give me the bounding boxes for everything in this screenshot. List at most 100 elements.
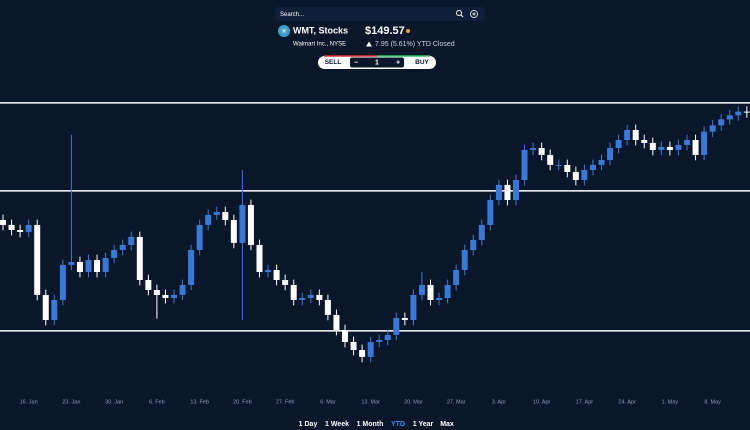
watch-star[interactable] xyxy=(406,29,410,33)
candle-body xyxy=(76,262,83,272)
candle-body xyxy=(436,298,443,300)
candle-body xyxy=(598,160,605,165)
increment[interactable]: + xyxy=(396,59,400,66)
x-tick-label: 30. Jan xyxy=(105,399,123,405)
chart: 16. Jan 23. Jan 30. Jan 6. Feb 13. Feb 20. Fe… xyxy=(0,102,750,405)
candle-body xyxy=(393,318,400,335)
settings-icon[interactable] xyxy=(470,10,478,18)
candle-body xyxy=(427,284,434,300)
ticker-label: WMT, Stocks xyxy=(293,25,348,35)
candle-body xyxy=(324,300,331,315)
candle-body xyxy=(128,236,135,245)
candle-body xyxy=(538,148,545,155)
sell-button[interactable]: SELL xyxy=(325,59,342,66)
candle-body xyxy=(709,125,716,132)
candle-body xyxy=(222,212,229,220)
candle-body xyxy=(111,250,118,258)
x-tick-label: 24. Apr xyxy=(618,399,636,405)
candle-body xyxy=(675,144,682,150)
candle-body xyxy=(607,148,614,160)
x-tick-label: 1. May xyxy=(662,399,679,405)
candle-body xyxy=(564,164,571,172)
search-icon[interactable] xyxy=(456,10,464,18)
up-arrow xyxy=(366,41,372,47)
candle-body xyxy=(34,224,41,295)
candle-body xyxy=(42,294,49,320)
x-tick-label: 13. Mar xyxy=(361,399,380,405)
period-button[interactable]: Max xyxy=(440,421,454,428)
candle-body xyxy=(119,244,126,250)
candle-body xyxy=(290,284,297,300)
candle-body xyxy=(701,131,708,155)
period-bar: 1 Day 1 Week 1 Month YTD 1 Year Max xyxy=(299,421,454,428)
candle-body xyxy=(102,258,109,272)
candle-body xyxy=(418,284,425,295)
candle-body xyxy=(8,224,15,230)
candle-body xyxy=(572,172,579,180)
candle-body xyxy=(17,230,24,232)
decrement[interactable]: − xyxy=(354,59,358,66)
candle-body xyxy=(735,111,742,116)
x-tick-label: 27. Feb xyxy=(276,399,295,405)
period-button[interactable]: 1 Week xyxy=(325,421,349,428)
candle-body xyxy=(213,212,220,215)
candle-body xyxy=(555,164,562,166)
candle-body xyxy=(581,170,588,180)
period-button[interactable]: 1 Month xyxy=(357,421,384,428)
candle-body xyxy=(376,340,383,342)
x-tick-label: 16. Jan xyxy=(20,399,38,405)
x-tick-label: 8. May xyxy=(704,399,721,405)
candle-body xyxy=(316,294,323,300)
candle-body xyxy=(59,264,66,300)
candle-body xyxy=(256,244,263,272)
search-box[interactable] xyxy=(275,7,485,21)
candle-body xyxy=(615,140,622,148)
candle-body xyxy=(658,146,665,150)
period-button[interactable]: 1 Day xyxy=(299,421,318,428)
candle-body xyxy=(230,220,237,243)
candle-body xyxy=(171,294,177,298)
x-tick-label: 20. Feb xyxy=(233,399,252,405)
candle-body xyxy=(25,224,32,232)
candle-body xyxy=(188,250,195,285)
candle-body xyxy=(350,342,357,350)
candle-body xyxy=(641,140,648,143)
candle-body xyxy=(624,130,631,140)
x-tick-label: 27. Mar xyxy=(447,399,466,405)
company: Walmart Inc., NYSE xyxy=(293,42,346,48)
candle-body xyxy=(162,294,169,298)
period-button[interactable]: 1 Year xyxy=(413,421,434,428)
candle-body xyxy=(401,318,408,320)
ticker-logo xyxy=(278,25,290,37)
candle-body xyxy=(299,298,306,300)
candle-body xyxy=(547,154,554,165)
candle-body xyxy=(153,290,160,295)
candle-body xyxy=(589,164,596,170)
candle-body xyxy=(530,148,537,150)
candle-body xyxy=(307,294,314,298)
candle-body xyxy=(239,204,246,243)
x-tick-label: 23. Jan xyxy=(62,399,80,405)
candle-body xyxy=(282,280,289,285)
candle-body xyxy=(179,284,186,295)
candle-body xyxy=(504,184,511,200)
price: $149.57 xyxy=(365,25,405,37)
candle-body xyxy=(718,119,725,126)
buy-button[interactable]: BUY xyxy=(415,59,429,66)
search-placeholder: Search... xyxy=(280,12,304,18)
candle-body xyxy=(684,140,690,145)
candle-body xyxy=(384,334,391,340)
x-tick-label: 20. Mar xyxy=(404,399,423,405)
x-tick-label: 6. Feb xyxy=(149,399,165,405)
period-button[interactable]: YTD xyxy=(391,421,405,428)
x-tick-label: 13. Feb xyxy=(190,399,209,405)
candle-body xyxy=(692,140,699,155)
candle-body xyxy=(51,300,58,320)
candle-body xyxy=(0,220,6,225)
candle-body xyxy=(247,204,254,245)
candle-body xyxy=(196,224,203,250)
quantity[interactable]: 1 xyxy=(375,59,379,66)
